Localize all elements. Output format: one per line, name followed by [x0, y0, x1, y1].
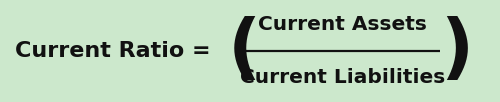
Text: Current Liabilities: Current Liabilities [240, 68, 445, 87]
Text: Current Ratio =: Current Ratio = [15, 41, 218, 61]
Text: ): ) [440, 17, 473, 85]
Text: (: ( [228, 17, 260, 85]
Text: Current Assets: Current Assets [258, 15, 427, 34]
